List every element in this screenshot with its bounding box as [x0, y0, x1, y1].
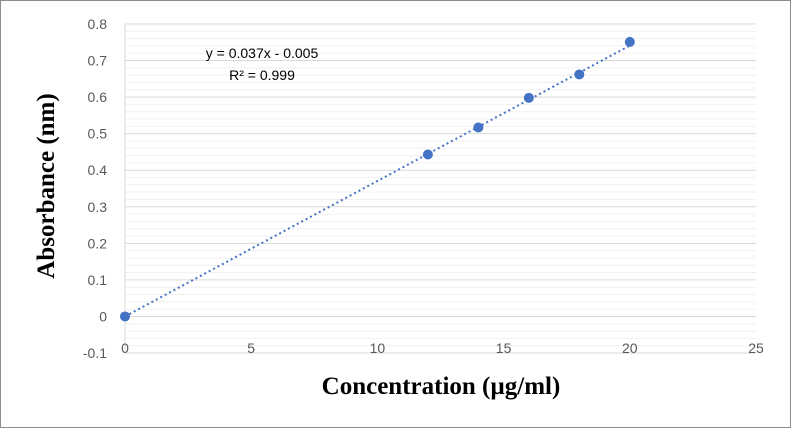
y-tick-label: 0.3	[88, 199, 108, 215]
x-tick-label: 15	[496, 340, 512, 356]
x-tick-label: 20	[622, 340, 638, 356]
y-tick-label: 0.1	[88, 272, 108, 288]
data-point	[473, 122, 484, 133]
x-tick-label: 0	[121, 340, 129, 356]
y-tick-label: 0.2	[88, 235, 108, 251]
data-point	[624, 36, 635, 47]
y-tick-label: 0.4	[88, 162, 108, 178]
y-axis-title: Absorbance (nm)	[33, 93, 60, 278]
trendline	[124, 44, 631, 318]
y-tick-label: -0.1	[83, 345, 107, 361]
data-point	[422, 149, 433, 160]
x-tick-label: 25	[748, 340, 764, 356]
y-tick-label: 0.5	[88, 126, 108, 142]
y-tick-label: 0	[99, 308, 107, 324]
r-squared-label: R² = 0.999	[229, 67, 295, 83]
x-tick-label: 10	[370, 340, 386, 356]
data-point	[523, 92, 534, 103]
data-point	[120, 311, 130, 322]
y-tick-label: 0.6	[88, 89, 108, 105]
trendline-equation: y = 0.037x - 0.005	[206, 45, 319, 61]
x-axis-title: Concentration (µg/ml)	[322, 373, 561, 400]
data-point	[574, 69, 585, 80]
y-tick-label: 0.8	[88, 16, 108, 32]
x-tick-label: 5	[247, 340, 255, 356]
y-tick-label: 0.7	[88, 53, 108, 69]
